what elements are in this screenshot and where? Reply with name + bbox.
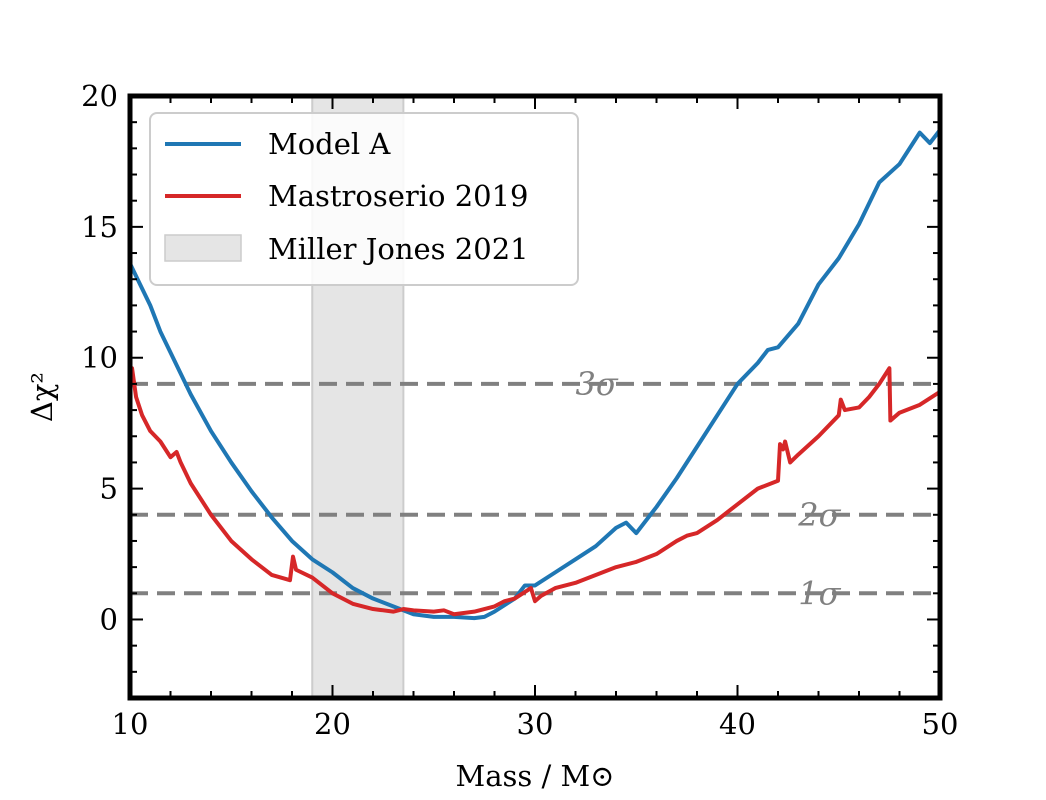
y-tick-label: 5 (100, 472, 118, 506)
legend-swatch-miller-jones-2021 (164, 234, 242, 262)
x-tick-label: 30 (517, 707, 554, 741)
x-tick-label: 40 (719, 707, 756, 741)
legend: Model A Mastroserio 2019 Miller Jones 20… (149, 112, 579, 286)
y-tick-label: 20 (81, 79, 118, 113)
sigma-label-3: 1σ (798, 574, 841, 612)
legend-label-miller-jones-2021: Miller Jones 2021 (268, 232, 529, 266)
x-tick-label: 50 (922, 707, 959, 741)
legend-label-mastroserio-2019: Mastroserio 2019 (268, 179, 529, 213)
x-axis-label: Mass / M⊙ (456, 759, 615, 793)
y-tick-label: 10 (81, 341, 118, 375)
y-tick-label: 0 (100, 602, 118, 636)
series-line-mastroserio-2019 (130, 366, 940, 617)
series-line-model-a (130, 128, 940, 621)
legend-label-model-a: Model A (268, 127, 391, 161)
sigma-label-1: 3σ (576, 365, 619, 403)
sigma-label-2: 2σ (797, 496, 841, 534)
x-tick-label: 10 (112, 707, 149, 741)
y-axis-label: Δχ² (25, 372, 59, 422)
y-tick-label: 15 (81, 210, 118, 244)
axes: 10 20 30 40 50 0 5 10 15 20 (81, 79, 958, 741)
x-tick-label: 20 (314, 707, 351, 741)
legend-box (149, 112, 579, 286)
